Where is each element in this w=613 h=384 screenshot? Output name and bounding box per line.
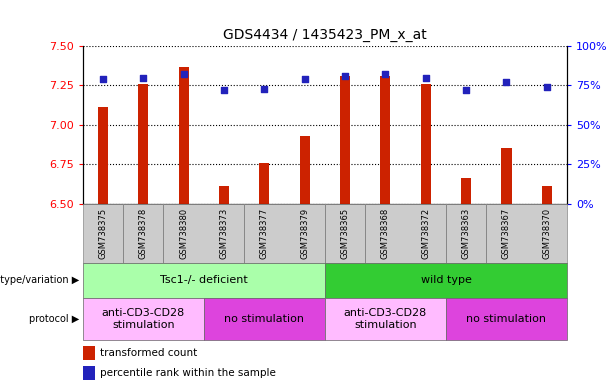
Text: no stimulation: no stimulation: [224, 314, 305, 324]
Point: [542, 84, 552, 90]
Text: GSM738380: GSM738380: [179, 208, 188, 259]
Bar: [98, 108, 108, 204]
Text: percentile rank within the sample: percentile rank within the sample: [100, 368, 276, 378]
Bar: [461, 178, 471, 204]
Point: [179, 71, 189, 78]
Point: [501, 79, 511, 85]
Bar: [381, 76, 390, 204]
Text: Tsc1-/- deficient: Tsc1-/- deficient: [160, 275, 248, 285]
Point: [421, 74, 431, 81]
Bar: [421, 84, 431, 204]
Point: [340, 73, 350, 79]
Text: GSM738375: GSM738375: [99, 208, 107, 259]
Point: [139, 74, 148, 81]
Point: [219, 87, 229, 93]
Text: GSM738367: GSM738367: [502, 208, 511, 259]
Text: transformed count: transformed count: [100, 348, 197, 358]
Bar: [501, 149, 511, 204]
Point: [461, 87, 471, 93]
Text: protocol ▶: protocol ▶: [29, 314, 80, 324]
Text: GSM738372: GSM738372: [421, 208, 430, 259]
Bar: [542, 186, 552, 204]
Bar: [83, 366, 95, 379]
Text: GSM738370: GSM738370: [543, 208, 551, 259]
Text: anti-CD3-CD28
stimulation: anti-CD3-CD28 stimulation: [102, 308, 185, 329]
Text: GSM738365: GSM738365: [341, 208, 349, 259]
Bar: [139, 84, 148, 204]
Text: GSM738378: GSM738378: [139, 208, 148, 259]
Point: [98, 76, 108, 82]
Point: [381, 71, 390, 78]
Text: no stimulation: no stimulation: [466, 314, 547, 324]
Text: GSM738368: GSM738368: [381, 208, 390, 259]
Bar: [178, 66, 189, 204]
Bar: [83, 346, 95, 360]
Bar: [259, 162, 269, 204]
Text: anti-CD3-CD28
stimulation: anti-CD3-CD28 stimulation: [344, 308, 427, 329]
Text: GSM738379: GSM738379: [300, 208, 309, 259]
Title: GDS4434 / 1435423_PM_x_at: GDS4434 / 1435423_PM_x_at: [223, 28, 427, 42]
Point: [259, 86, 269, 92]
Text: GSM738373: GSM738373: [219, 208, 229, 259]
Text: GSM738377: GSM738377: [260, 208, 269, 259]
Text: wild type: wild type: [421, 275, 471, 285]
Point: [300, 76, 310, 82]
Bar: [300, 136, 310, 204]
Text: GSM738363: GSM738363: [462, 208, 471, 259]
Bar: [219, 186, 229, 204]
Bar: [340, 76, 350, 204]
Text: genotype/variation ▶: genotype/variation ▶: [0, 275, 80, 285]
